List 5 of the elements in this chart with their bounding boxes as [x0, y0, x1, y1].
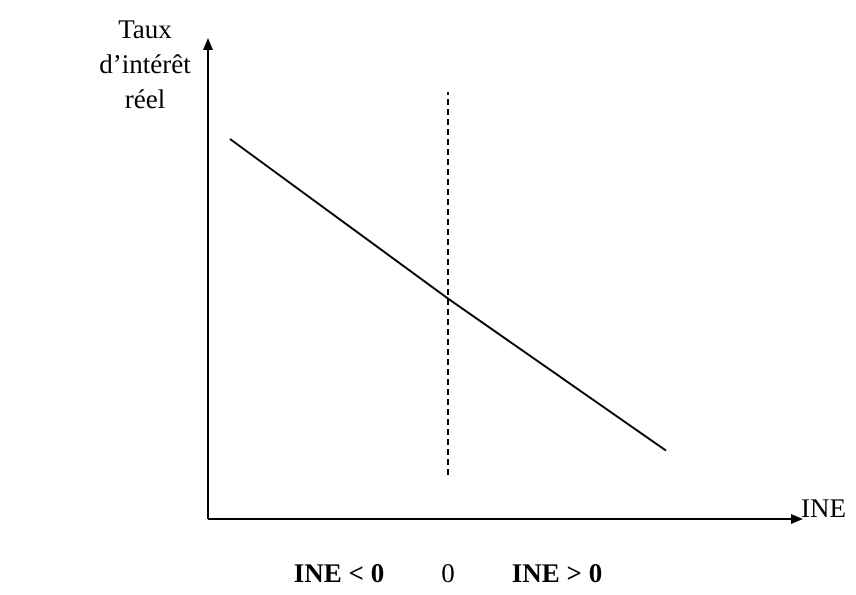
- x-axis-title: INE: [801, 493, 846, 523]
- x-tick-label: 0: [441, 558, 455, 588]
- y-axis-title: Taux d’intérêt réel: [99, 14, 192, 114]
- x-tick-label: INE < 0: [294, 558, 384, 588]
- x-tick-label: INE > 0: [512, 558, 602, 588]
